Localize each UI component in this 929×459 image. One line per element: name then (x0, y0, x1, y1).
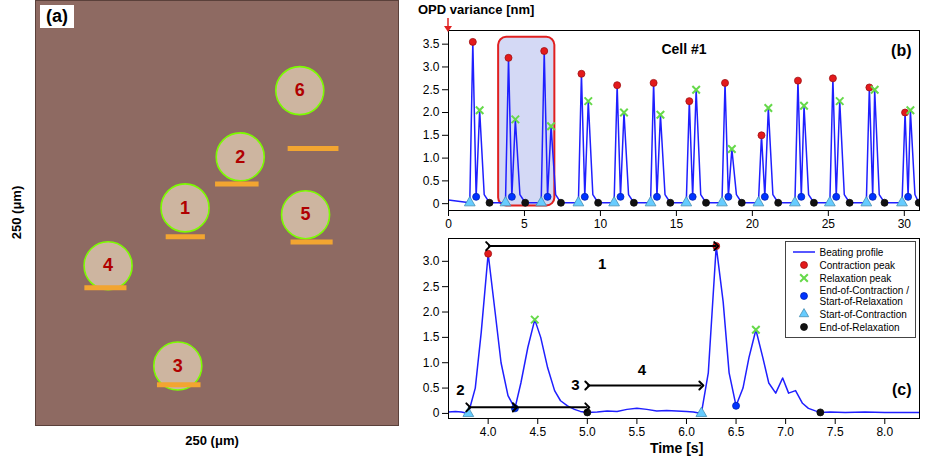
svg-text:1.0: 1.0 (423, 151, 440, 165)
svg-text:4.5: 4.5 (529, 425, 546, 439)
svg-text:0.5: 0.5 (423, 381, 440, 395)
svg-text:7.0: 7.0 (777, 425, 794, 439)
html-text:End-of-Relaxation: End-of-Relaxation (819, 321, 900, 333)
html-text:(a): (a) (46, 6, 68, 26)
svg-text:(c): (c) (892, 381, 912, 398)
svg-text:3: 3 (571, 376, 579, 393)
html-text:Time [s]: Time [s] (649, 440, 704, 456)
svg-text:2.5: 2.5 (423, 83, 440, 97)
svg-text:2: 2 (235, 147, 245, 167)
svg-text:2.5: 2.5 (423, 280, 440, 294)
html-text:Start-of-Contraction: Start-of-Contraction (819, 308, 907, 320)
html-text:250 (μm): 250 (μm) (185, 433, 239, 448)
svg-text:1.0: 1.0 (423, 356, 440, 370)
html-text:Beating profile: Beating profile (819, 246, 884, 258)
html-text:OPD variance [nm]: OPD variance [nm] (418, 2, 535, 17)
svg-text:1: 1 (180, 198, 190, 218)
svg-text:7.5: 7.5 (827, 425, 844, 439)
svg-text:3.0: 3.0 (423, 254, 440, 268)
svg-text:0: 0 (445, 217, 452, 231)
svg-text:5.0: 5.0 (579, 425, 596, 439)
svg-text:6.0: 6.0 (678, 425, 695, 439)
svg-text:15: 15 (670, 217, 684, 231)
svg-text:10: 10 (594, 217, 608, 231)
svg-text:4: 4 (638, 361, 647, 378)
svg-text:(b): (b) (891, 42, 911, 59)
svg-text:6: 6 (295, 80, 305, 100)
svg-text:25: 25 (822, 217, 836, 231)
svg-text:30: 30 (898, 217, 912, 231)
svg-text:20: 20 (746, 217, 760, 231)
svg-text:1.5: 1.5 (423, 330, 440, 344)
html-text:End-of-Contraction / Start-of-: End-of-Contraction / Start-of-Relaxation (819, 285, 909, 307)
html-text:250 (μm): 250 (μm) (8, 185, 24, 239)
svg-text:4: 4 (103, 255, 113, 275)
svg-text:3.0: 3.0 (423, 60, 440, 74)
svg-text:3: 3 (173, 356, 183, 376)
svg-text:1.5: 1.5 (423, 128, 440, 142)
svg-text:3.5: 3.5 (423, 37, 440, 51)
html-text:Relaxation peak: Relaxation peak (819, 272, 892, 284)
svg-text:0: 0 (433, 406, 440, 420)
svg-text:6.5: 6.5 (728, 425, 745, 439)
svg-text:2.0: 2.0 (423, 105, 440, 119)
svg-text:0.5: 0.5 (423, 174, 440, 188)
svg-text:0: 0 (433, 197, 440, 211)
svg-text:5.5: 5.5 (629, 425, 646, 439)
svg-text:4.0: 4.0 (480, 425, 497, 439)
svg-text:2.0: 2.0 (423, 305, 440, 319)
svg-text:5: 5 (301, 204, 311, 224)
html-text:Contraction peak: Contraction peak (819, 259, 896, 271)
svg-text:5: 5 (521, 217, 528, 231)
svg-text:8.0: 8.0 (876, 425, 893, 439)
svg-text:Cell #1: Cell #1 (661, 41, 706, 57)
svg-text:2: 2 (456, 381, 464, 398)
svg-text:1: 1 (598, 255, 606, 272)
